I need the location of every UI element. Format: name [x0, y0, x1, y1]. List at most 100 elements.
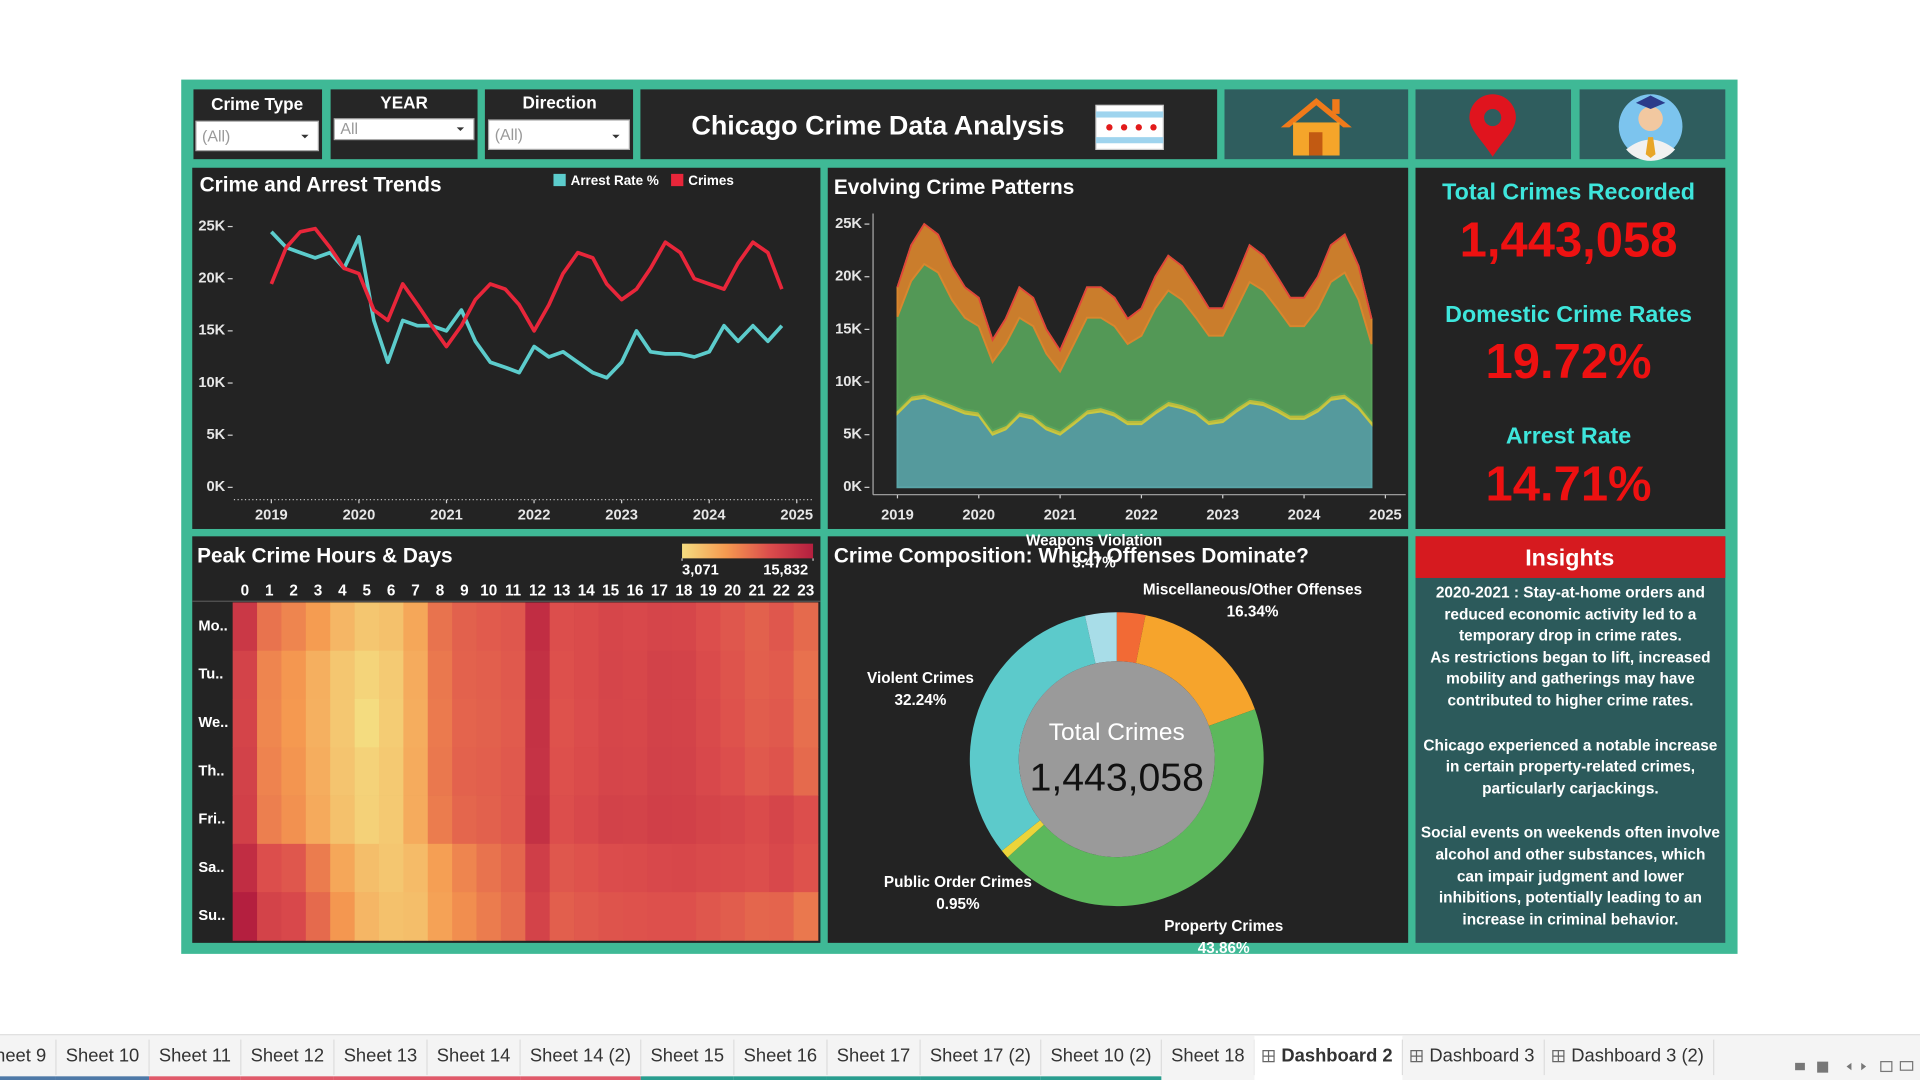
kpi-value: 19.72% — [1486, 335, 1652, 389]
x-tick-label: 2021 — [1044, 507, 1077, 523]
tab[interactable]: Sheet 10 (2) — [1040, 1039, 1162, 1080]
heat-cell — [549, 650, 575, 700]
heat-cell — [452, 843, 477, 893]
heat-cell — [257, 602, 282, 652]
heat-cell — [378, 795, 404, 845]
heat-cell — [525, 892, 551, 941]
heat-cell — [500, 747, 526, 796]
column-label: 15 — [602, 582, 620, 599]
column-label: 7 — [411, 582, 420, 599]
column-label: 11 — [505, 582, 522, 599]
tabs: Sheet 9 Sheet 10 Sheet 11 Sheet 12 Sheet 13 S… — [0, 1035, 1715, 1080]
column-label: 4 — [338, 582, 347, 599]
x-tick-label: 2025 — [780, 507, 813, 523]
tab[interactable]: Sheet 14 — [427, 1039, 521, 1080]
heat-cell — [696, 795, 721, 845]
tab[interactable]: Sheet 15 — [640, 1039, 735, 1080]
dropdown[interactable] — [487, 119, 630, 150]
column-label: 6 — [387, 582, 396, 599]
insights-header — [1415, 536, 1726, 578]
heat-cell — [378, 747, 404, 796]
tab-label: Sheet 10 (2) — [1051, 1045, 1152, 1066]
donut-slice — [1084, 612, 1117, 664]
heat-cell — [305, 747, 331, 796]
row-label: Tu.. — [198, 667, 223, 683]
tab[interactable]: Dashboard 2 — [1254, 1035, 1404, 1080]
heat-cell — [330, 602, 355, 652]
heat-cell — [696, 747, 721, 796]
tab-underline — [149, 1076, 241, 1080]
heat-cell — [696, 892, 721, 941]
heat-cell — [232, 795, 258, 845]
tab[interactable]: Sheet 11 — [149, 1039, 242, 1080]
tab-label: Sheet 17 — [837, 1045, 911, 1066]
heat-cell — [500, 843, 526, 893]
slice-label: Public Order Crimes — [884, 874, 1032, 891]
chart-title: Peak Crime Hours & Days — [197, 545, 452, 568]
donut-slice — [969, 615, 1096, 851]
spacer — [1420, 800, 1720, 823]
y-tick-label: 10K — [835, 374, 862, 390]
heat-cell — [525, 795, 551, 845]
column-label: 9 — [460, 582, 469, 599]
tab[interactable]: Dashboard 3 (2) — [1552, 1039, 1715, 1076]
heat-cell — [744, 795, 770, 845]
heat-cell — [452, 602, 477, 652]
slice-label: Property Crimes — [1164, 918, 1283, 935]
x-tick-label: 2019 — [881, 507, 914, 523]
heat-cell — [257, 795, 282, 845]
dropdown-value: All — [340, 121, 358, 138]
heat-cell — [281, 795, 307, 845]
heat-cell — [427, 892, 453, 941]
dropdown[interactable] — [195, 120, 319, 152]
column-label: 14 — [578, 582, 596, 599]
heat-cell — [476, 795, 502, 845]
tab-underline — [240, 1076, 334, 1080]
dropdown-value: (All) — [495, 127, 523, 144]
heat-cell — [574, 602, 599, 652]
heat-cell — [378, 699, 404, 748]
tab[interactable]: Sheet 9 — [0, 1039, 57, 1080]
y-tick-label: 0K — [207, 479, 226, 495]
heat-cell — [378, 892, 404, 941]
heat-cell — [720, 795, 746, 845]
kpi-label: Domestic Crime Rates — [1445, 301, 1692, 327]
kpi-label: Total Crimes Recorded — [1442, 179, 1695, 205]
tab-label: Sheet 14 — [437, 1045, 511, 1066]
tab[interactable]: Sheet 12 — [240, 1039, 335, 1080]
filter-label: YEAR — [380, 93, 428, 113]
heat-cell — [305, 843, 331, 893]
tab[interactable]: Sheet 13 — [333, 1039, 428, 1080]
heat-cell — [549, 602, 575, 652]
y-tick-label: 5K — [207, 427, 226, 443]
legend-label: 15,832 — [763, 562, 808, 578]
tab-label: Sheet 12 — [251, 1045, 325, 1066]
heat-cell — [305, 892, 331, 941]
y-tick-label: 0K — [843, 479, 862, 495]
tab[interactable]: Sheet 16 — [733, 1039, 828, 1080]
dropdown[interactable] — [333, 118, 475, 141]
heat-cell — [500, 602, 526, 652]
heat-cell — [476, 699, 502, 748]
heat-cell — [769, 843, 794, 893]
heat-cell — [647, 602, 672, 652]
slice-label: Miscellaneous/Other Offenses — [1143, 581, 1362, 598]
column-label: 8 — [436, 582, 445, 599]
donut-slice — [1116, 612, 1146, 664]
heat-cell — [671, 795, 697, 845]
tab[interactable]: Dashboard 3 — [1410, 1039, 1545, 1076]
tab[interactable]: Sheet 17 (2) — [920, 1039, 1042, 1080]
heat-cell — [622, 747, 648, 796]
heat-cell — [720, 843, 746, 893]
y-tick-label: 15K — [198, 323, 225, 339]
heat-cell — [769, 892, 794, 941]
tab[interactable]: Sheet 14 (2) — [520, 1039, 642, 1080]
tab[interactable]: Sheet 17 — [826, 1039, 921, 1080]
tab-underline — [1040, 1076, 1162, 1080]
tab[interactable]: Sheet 10 — [55, 1039, 150, 1080]
insight-text: 2020-2021 : Stay-at-home orders and redu… — [1435, 584, 1705, 645]
heat-cell — [281, 699, 307, 748]
heat-cell — [330, 747, 355, 796]
slice-value: 43.86% — [1198, 940, 1250, 957]
heat-cell — [720, 699, 746, 748]
